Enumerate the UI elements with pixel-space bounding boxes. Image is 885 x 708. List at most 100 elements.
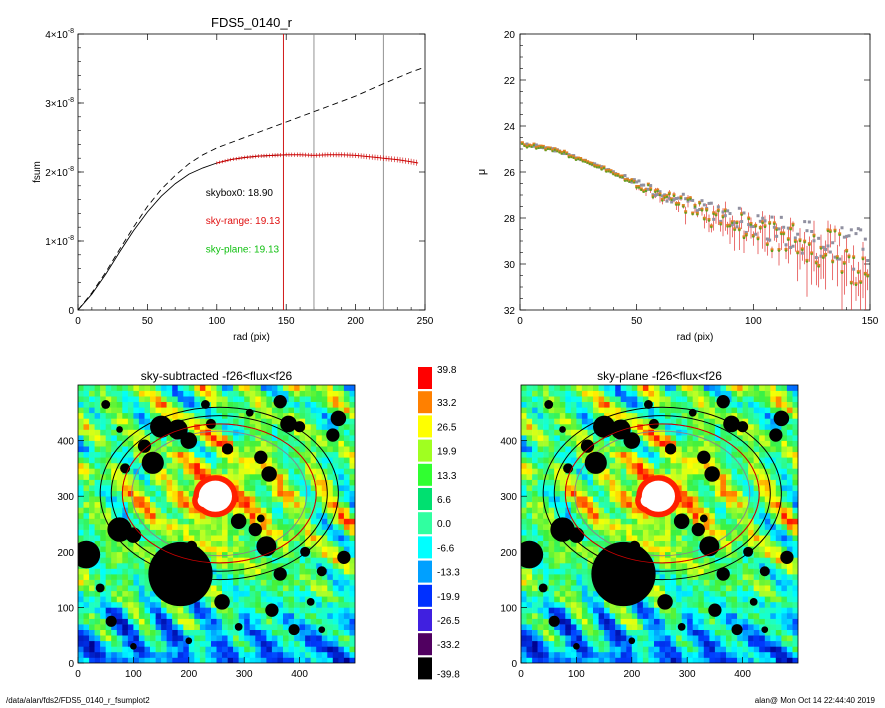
- sky-plane-pixel: [532, 640, 538, 647]
- sb-point-sky-plane: [752, 235, 755, 238]
- sky-plane-pixel: [554, 490, 560, 497]
- sky-plane-pixel: [670, 651, 677, 658]
- sky-plane-pixel: [593, 435, 599, 441]
- sky-subtracted-pixel: [116, 624, 123, 630]
- sky-plane-pixel: [676, 529, 682, 536]
- sky-subtracted-pixel: [105, 601, 112, 608]
- sky-subtracted-pixel: [166, 601, 173, 608]
- sky-subtracted-pixel: [177, 485, 184, 491]
- sky-subtracted-pixel: [144, 596, 151, 603]
- sky-plane-pixel: [615, 490, 621, 497]
- sb-point-skybox: [728, 212, 732, 216]
- sky-subtracted-pixel: [155, 613, 162, 619]
- sky-subtracted-pixel: [227, 562, 234, 569]
- sky-subtracted-pixel: [183, 446, 190, 453]
- sky-subtracted-pixel: [277, 613, 284, 619]
- sky-subtracted-pixel: [277, 540, 284, 547]
- sky-plane-pixel: [543, 451, 549, 458]
- sky-plane-pixel: [609, 624, 616, 630]
- sky-plane-pixel: [532, 629, 538, 636]
- sky-subtracted-pixel: [349, 607, 355, 614]
- sky-subtracted-pixel: [277, 607, 284, 614]
- sky-plane-pixel: [559, 490, 566, 497]
- sky-plane-pixel: [648, 390, 655, 397]
- sky-subtracted-pixel: [188, 501, 195, 508]
- sky-subtracted-pixel: [332, 607, 339, 614]
- sky-plane-pixel: [681, 501, 688, 508]
- sky-subtracted-pixel: [194, 529, 201, 536]
- sky-subtracted-pixel: [343, 440, 350, 447]
- sky-plane-pixel: [631, 457, 638, 464]
- growth-plot-area: [78, 34, 425, 310]
- sb-point-sky-range: [681, 204, 685, 208]
- sky-subtracted-pixel: [111, 640, 117, 647]
- sky-plane-pixel: [670, 568, 677, 575]
- sky-plane-pixel: [642, 613, 649, 619]
- sky-plane-pixel: [581, 479, 588, 486]
- sky-plane-pixel: [648, 601, 655, 608]
- sky-subtracted-pixel: [338, 590, 345, 597]
- sb-point-sky-range: [653, 189, 657, 193]
- sky-plane-pixel: [631, 407, 638, 414]
- sky-plane-pixel: [676, 385, 682, 391]
- sky-subtracted-pixel: [321, 423, 328, 430]
- sky-subtracted-pixel: [177, 407, 184, 414]
- sky-subtracted-pixel: [299, 568, 306, 575]
- sky-plane-pixel: [587, 651, 594, 658]
- sb-point-sky-plane: [635, 186, 638, 189]
- sky-subtracted-pixel: [260, 385, 267, 391]
- sky-subtracted-pixel: [271, 518, 278, 525]
- sky-plane-pixel: [537, 507, 544, 514]
- sky-plane-pixel: [521, 629, 527, 636]
- sky-plane-pixel: [565, 657, 572, 663]
- sky-subtracted-pixel: [138, 496, 145, 503]
- sky-plane-pixel: [698, 496, 705, 503]
- sky-plane-pixel: [642, 640, 649, 647]
- sky-subtracted-pixel: [316, 535, 322, 541]
- sky-subtracted-pixel: [116, 657, 123, 663]
- sky-subtracted-pixel: [294, 618, 300, 625]
- sky-subtracted-pixel: [144, 640, 151, 647]
- sky-plane-pixel: [565, 607, 572, 614]
- sky-subtracted-pixel: [316, 474, 322, 480]
- sb-point-sky-plane: [703, 218, 706, 221]
- sky-subtracted-pixel: [188, 468, 195, 475]
- sky-plane-pixel: [637, 451, 644, 458]
- sky-subtracted-mask: [230, 513, 247, 529]
- sky-subtracted-mask: [148, 541, 213, 607]
- sky-subtracted-pixel: [216, 585, 223, 592]
- sky-plane-pixel: [537, 629, 544, 636]
- sky-plane-pixel: [648, 396, 655, 402]
- sb-point-sky-range: [784, 247, 788, 251]
- sky-subtracted-pixel: [343, 451, 350, 458]
- sky-subtracted-pixel: [222, 457, 228, 464]
- sky-subtracted-pixel: [83, 613, 90, 619]
- sky-plane-pixel: [576, 396, 583, 402]
- sky-plane-pixel: [615, 651, 621, 658]
- sky-plane-pixel: [537, 446, 544, 453]
- sky-subtracted-pixel: [161, 651, 167, 658]
- sky-plane-pixel: [698, 479, 705, 486]
- sb-point-sky-range: [581, 158, 585, 162]
- sky-subtracted-pixel: [161, 385, 167, 391]
- sky-subtracted-pixel: [144, 524, 151, 530]
- sky-plane-pixel: [548, 512, 555, 519]
- sky-subtracted-pixel: [321, 624, 328, 630]
- sky-subtracted-pixel: [321, 607, 328, 614]
- sky-plane-pixel: [681, 557, 688, 564]
- sky-plane-pixel: [576, 640, 583, 647]
- sky-subtracted-pixel: [310, 568, 317, 575]
- sky-subtracted-pixel: [338, 518, 345, 525]
- sky-subtracted-pixel: [166, 651, 173, 658]
- sky-subtracted-pixel: [89, 468, 95, 475]
- sky-subtracted-pixel: [133, 407, 140, 414]
- sky-subtracted-pixel: [238, 529, 245, 536]
- sky-plane-pixel: [576, 474, 583, 480]
- sky-subtracted-pixel: [211, 613, 217, 619]
- sky-plane-pixel: [521, 435, 527, 441]
- sky-subtracted-pixel: [183, 535, 190, 541]
- sky-plane-pixel: [587, 535, 594, 541]
- sky-subtracted-pixel: [166, 440, 173, 447]
- sky-subtracted-pixel: [155, 396, 162, 402]
- sky-plane-pixel: [692, 596, 699, 603]
